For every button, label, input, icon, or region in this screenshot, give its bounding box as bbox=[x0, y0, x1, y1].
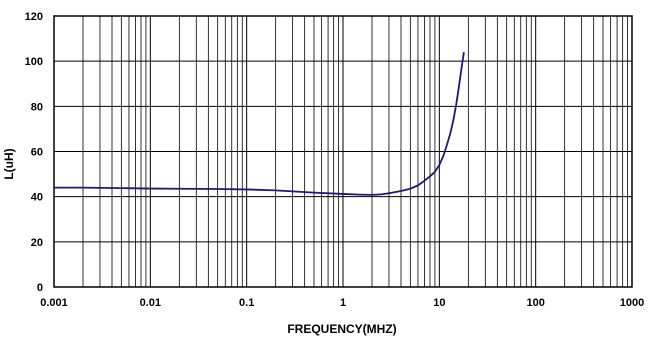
y-tick-label: 120 bbox=[25, 11, 43, 23]
inductance-curve bbox=[54, 51, 465, 196]
plot-frame bbox=[53, 15, 633, 288]
y-tick-label: 20 bbox=[31, 237, 43, 249]
data-series bbox=[54, 51, 465, 196]
x-tick-labels: 0.001 0.01 0.1 1 10 100 1000 bbox=[40, 297, 644, 309]
x-tick-label: 0.01 bbox=[140, 297, 161, 309]
y-tick-label: 60 bbox=[31, 147, 43, 159]
y-tick-label: 100 bbox=[25, 56, 43, 68]
x-axis-title: FREQUENCY(MHZ) bbox=[287, 322, 396, 336]
y-axis-title: L(uH) bbox=[2, 148, 16, 179]
x-tick-label: 10 bbox=[433, 297, 445, 309]
x-tick-label: 1 bbox=[340, 297, 346, 309]
y-tick-labels: 0 20 40 60 80 100 120 bbox=[25, 11, 43, 294]
x-tick-label: 0.001 bbox=[40, 297, 68, 309]
x-tick-label: 100 bbox=[526, 297, 544, 309]
x-tick-label: 1000 bbox=[620, 297, 644, 309]
y-tick-label: 0 bbox=[37, 282, 43, 294]
grid bbox=[53, 15, 632, 288]
x-tick-label: 0.1 bbox=[239, 297, 254, 309]
y-tick-label: 80 bbox=[31, 101, 43, 113]
y-tick-label: 40 bbox=[31, 192, 43, 204]
